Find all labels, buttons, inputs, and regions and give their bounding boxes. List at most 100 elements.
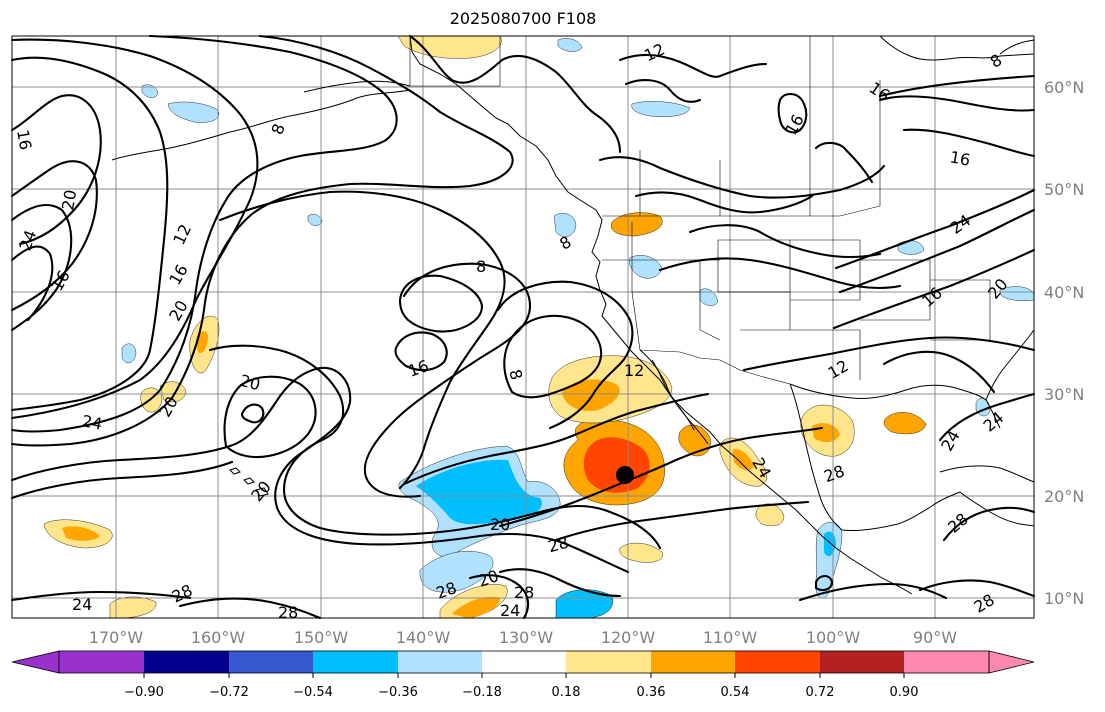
cool-anomaly-gulf-alaska <box>167 101 219 123</box>
contour-line <box>402 392 710 486</box>
colorbar-extend-low <box>11 650 60 674</box>
colorbar-segment <box>229 651 313 673</box>
latitude-labels: 60°N 50°N 40°N 30°N 20°N 10°N <box>1044 78 1084 608</box>
lon-label: 110°W <box>703 628 758 647</box>
lon-label: 90°W <box>913 628 957 647</box>
contour-line <box>918 579 1036 598</box>
contour-line <box>218 190 506 490</box>
contour-label: 24 <box>500 601 520 620</box>
contour-label: 16 <box>948 147 971 169</box>
contour-line <box>363 262 532 498</box>
lat-label: 60°N <box>1044 78 1084 97</box>
lon-label: 120°W <box>601 628 656 647</box>
cool-anomaly-core <box>416 459 542 525</box>
contour-line <box>777 92 808 134</box>
warm-anomaly-north-core <box>562 379 620 412</box>
contour-label: 20 <box>490 515 510 534</box>
contour-line <box>10 34 514 447</box>
lat-label: 50°N <box>1044 180 1084 199</box>
contour-line <box>658 257 902 290</box>
shaded-fields <box>43 35 1035 619</box>
contour-label: 8 <box>505 367 526 382</box>
contour-line <box>178 597 322 620</box>
lon-label: 150°W <box>294 628 349 647</box>
colorbar-segment <box>144 651 229 673</box>
contour-line <box>798 582 948 602</box>
contour-label: 16 <box>13 128 35 151</box>
lat-label: 40°N <box>1044 283 1084 302</box>
contour-label: 8 <box>476 257 486 276</box>
colorbar-tick-label: 0.36 <box>637 685 666 700</box>
contour-line <box>554 500 810 542</box>
contour-line <box>10 56 169 412</box>
warm-anomaly-mexico-1 <box>678 424 711 457</box>
lat-label: 20°N <box>1044 487 1084 506</box>
contour-line <box>688 224 882 259</box>
contour-label: 28 <box>546 533 571 557</box>
contour-label: 24 <box>80 411 103 433</box>
colorbar-ticks <box>143 673 905 678</box>
cool-anomaly-canada <box>631 101 691 117</box>
colorbar-segment <box>398 651 482 673</box>
contour-line <box>834 188 1036 270</box>
cool-anomaly-south <box>419 550 494 593</box>
contour-line <box>223 375 317 458</box>
contour-line <box>10 94 102 246</box>
contour-line <box>10 590 192 602</box>
lat-label: 10°N <box>1044 589 1084 608</box>
colorbar-tick-label: −0.18 <box>462 685 502 700</box>
contour-line <box>394 331 448 372</box>
warm-anomaly-mexico-2-core <box>732 449 754 471</box>
colorbar-tick-label: 0.18 <box>552 685 581 700</box>
cool-anomaly-idaho <box>629 255 663 279</box>
contour-line <box>878 74 1036 98</box>
cool-anomaly-topcenter <box>557 38 583 52</box>
contour-label: 20 <box>58 188 80 211</box>
contour-line <box>814 141 874 184</box>
storm-center-marker <box>616 466 634 484</box>
colorbar-segment <box>566 651 651 673</box>
colorbar-segment <box>59 651 144 673</box>
colorbar-segment <box>904 651 989 673</box>
contour-label: 28 <box>514 583 534 602</box>
contour-line <box>878 95 1036 112</box>
colorbar-frame <box>58 650 990 674</box>
contour-line <box>618 53 768 78</box>
contour-line <box>902 128 1036 158</box>
contour-line <box>938 392 1036 442</box>
contour-line <box>838 208 1036 294</box>
lon-label: 130°W <box>499 628 554 647</box>
contour-line <box>468 574 530 620</box>
colorbar-segment <box>820 651 904 673</box>
lon-label: 170°W <box>89 628 144 647</box>
contour-line <box>503 314 603 399</box>
cool-anomaly-aleutian <box>141 84 159 98</box>
coastlines <box>111 35 1035 595</box>
contour-line <box>10 245 54 322</box>
colorbar-segment <box>313 651 398 673</box>
warm-anomaly-nevada <box>611 212 663 237</box>
contour-label: 28 <box>278 603 298 622</box>
colorbar-tick-label: −0.54 <box>293 685 333 700</box>
contours <box>10 34 1036 620</box>
colorbar-tick-label: 0.90 <box>890 685 919 700</box>
contour-line <box>10 366 630 574</box>
contour-line <box>398 274 484 333</box>
cool-anomaly-plains <box>699 288 719 306</box>
contour-line <box>814 574 834 592</box>
contour-line <box>498 568 622 598</box>
contour-line <box>742 336 1036 372</box>
colorbar-tick-label: −0.72 <box>209 685 249 700</box>
colorbar-tick-label: −0.36 <box>378 685 418 700</box>
colorbar-segment <box>482 651 566 673</box>
contour-line <box>624 79 702 103</box>
contour-line <box>10 160 98 312</box>
contour-line <box>10 460 234 500</box>
lon-label: 100°W <box>806 628 861 647</box>
contour-line <box>498 426 824 528</box>
contour-label: 20 <box>238 371 263 395</box>
warm-anomaly-pacific-1 <box>619 542 663 563</box>
colorbar-segment <box>651 651 735 673</box>
colorbar-tick-label: −0.90 <box>124 685 164 700</box>
